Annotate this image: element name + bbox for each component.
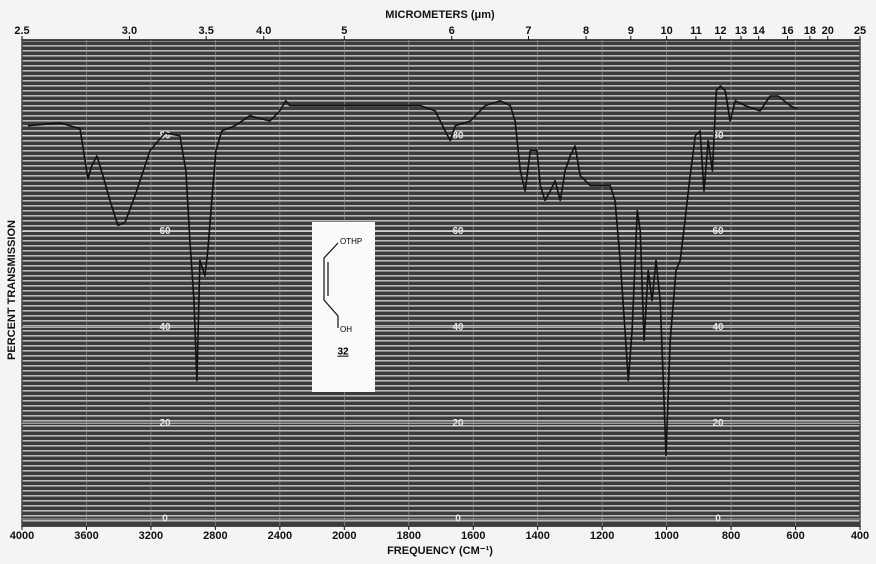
x-tick-label: 1600 <box>461 530 485 542</box>
group-label: OTHP <box>340 237 362 246</box>
top-tick-label: 8 <box>583 25 589 37</box>
inset-box <box>312 222 375 392</box>
top-tick-label: 10 <box>660 25 672 37</box>
group-label: OH <box>340 325 352 334</box>
top-tick-label: 25 <box>854 25 866 37</box>
x-axis-title: FREQUENCY (CM⁻¹) <box>387 545 493 557</box>
top-tick-label: 14 <box>753 25 766 37</box>
x-tick-label: 1200 <box>590 530 614 542</box>
top-tick-label: 7 <box>525 25 531 37</box>
x-tick-label: 4000 <box>10 530 34 542</box>
structure-inset: OTHP OH 32 <box>312 222 375 392</box>
x-tick-label: 2000 <box>332 530 356 542</box>
x-tick-label: 1800 <box>397 530 421 542</box>
x-tick-label: 3200 <box>139 530 163 542</box>
top-tick-label: 18 <box>804 25 816 37</box>
x-tick-label: 800 <box>722 530 740 542</box>
top-tick-label: 3.0 <box>122 25 137 37</box>
compound-number: 32 <box>337 347 349 358</box>
top-tick-label: 12 <box>714 25 726 37</box>
top-tick-label: 9 <box>628 25 634 37</box>
x-tick-label: 2400 <box>268 530 292 542</box>
top-tick-label: 20 <box>822 25 834 37</box>
x-tick-label: 1400 <box>525 530 549 542</box>
top-tick-label: 11 <box>690 25 702 37</box>
y-axis-title: PERCENT TRANSMISSION <box>6 220 18 360</box>
top-tick-label: 4.0 <box>256 25 271 37</box>
top-tick-label: 3.5 <box>199 25 214 37</box>
top-tick-label: 13 <box>735 25 747 37</box>
x-tick-label: 600 <box>786 530 804 542</box>
x-tick-label: 1000 <box>654 530 678 542</box>
top-tick-label: 6 <box>449 25 455 37</box>
x-tick-label: 3600 <box>74 530 98 542</box>
structure-bonds <box>323 242 339 328</box>
top-axis-title: MICROMETERS (μm) <box>385 9 495 21</box>
spectrum-line <box>27 85 798 457</box>
x-tick-label: 400 <box>851 530 869 542</box>
top-tick-label: 16 <box>781 25 793 37</box>
plot-area <box>21 39 861 527</box>
x-tick-label: 2800 <box>203 530 227 542</box>
top-tick-label: 2.5 <box>14 25 29 37</box>
top-tick-label: 5 <box>341 25 347 37</box>
